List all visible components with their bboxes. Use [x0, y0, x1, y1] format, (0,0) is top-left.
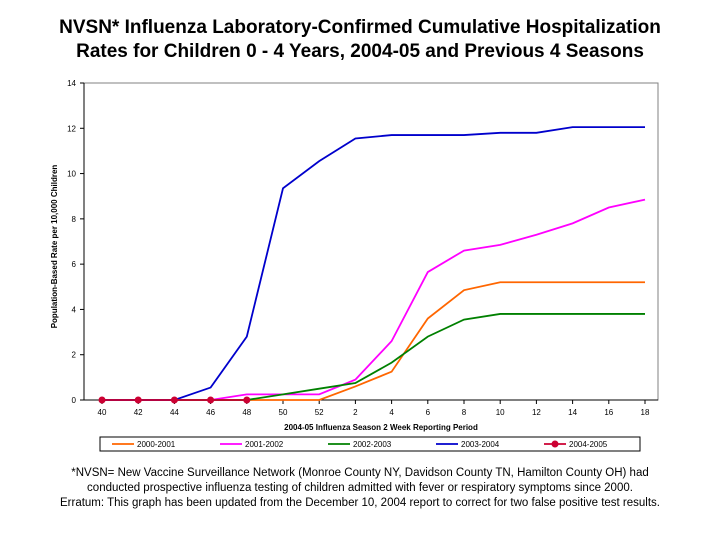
y-tick-label: 10 [67, 170, 76, 179]
legend-box [99, 436, 641, 452]
x-tick-label: 16 [604, 408, 613, 417]
legend-label-2000-2001: 2000-2001 [137, 440, 176, 449]
y-tick-label: 2 [72, 351, 77, 360]
series-line-2003-2004 [102, 126, 645, 401]
x-tick-label: 40 [98, 408, 107, 417]
series-point-2004-2005 [207, 396, 215, 404]
x-tick-label: 44 [170, 408, 179, 417]
y-tick-label: 14 [67, 79, 76, 88]
x-tick-label: 2 [353, 408, 358, 417]
series-line-2000-2001 [102, 281, 645, 401]
y-tick-label: 12 [67, 124, 76, 133]
legend-label-2001-2002: 2001-2002 [245, 440, 284, 449]
series-point-2004-2005 [243, 396, 251, 404]
legend-marker-2004-2005 [551, 440, 559, 448]
y-axis-title: Population-Based Rate per 10,000 Childre… [50, 165, 59, 329]
y-tick-label: 0 [72, 396, 77, 405]
chart-title-line-2: Rates for Children 0 - 4 Years, 2004-05 … [76, 41, 644, 62]
x-tick-label: 50 [279, 408, 288, 417]
series-point-2004-2005 [134, 396, 142, 404]
legend-label-2003-2004: 2003-2004 [461, 440, 500, 449]
legend-label-2002-2003: 2002-2003 [353, 440, 392, 449]
y-tick-label: 6 [72, 260, 77, 269]
x-tick-label: 12 [532, 408, 541, 417]
footnote-line-2: conducted prospective influenza testing … [87, 482, 633, 494]
x-axis-title: 2004-05 Influenza Season 2 Week Reportin… [284, 423, 478, 432]
footnote-line-1: *NVSN= New Vaccine Surveillance Network … [71, 467, 649, 479]
x-tick-label: 6 [426, 408, 431, 417]
legend-label-2004-2005: 2004-2005 [569, 440, 608, 449]
x-tick-label: 46 [206, 408, 215, 417]
chart-title: NVSN* Influenza Laboratory-Confirmed Cum… [0, 16, 720, 64]
x-tick-label: 42 [134, 408, 143, 417]
x-tick-label: 4 [389, 408, 394, 417]
y-tick-label: 8 [72, 215, 77, 224]
x-tick-label: 14 [568, 408, 577, 417]
series-line-2002-2003 [102, 313, 645, 401]
series-point-2004-2005 [170, 396, 178, 404]
x-tick-label: 18 [641, 408, 650, 417]
series-line-2001-2002 [102, 198, 646, 401]
x-tick-label: 8 [462, 408, 467, 417]
plot-area [83, 82, 659, 401]
chart-title-line-1: NVSN* Influenza Laboratory-Confirmed Cum… [59, 17, 661, 38]
series-point-2004-2005 [98, 396, 106, 404]
x-tick-label: 10 [496, 408, 505, 417]
x-tick-label: 48 [242, 408, 251, 417]
footnote-line-3: Erratum: This graph has been updated fro… [59, 497, 660, 509]
footnote: *NVSN= New Vaccine Surveillance Network … [0, 466, 720, 511]
y-tick-label: 4 [72, 305, 77, 314]
x-tick-label: 52 [315, 408, 324, 417]
